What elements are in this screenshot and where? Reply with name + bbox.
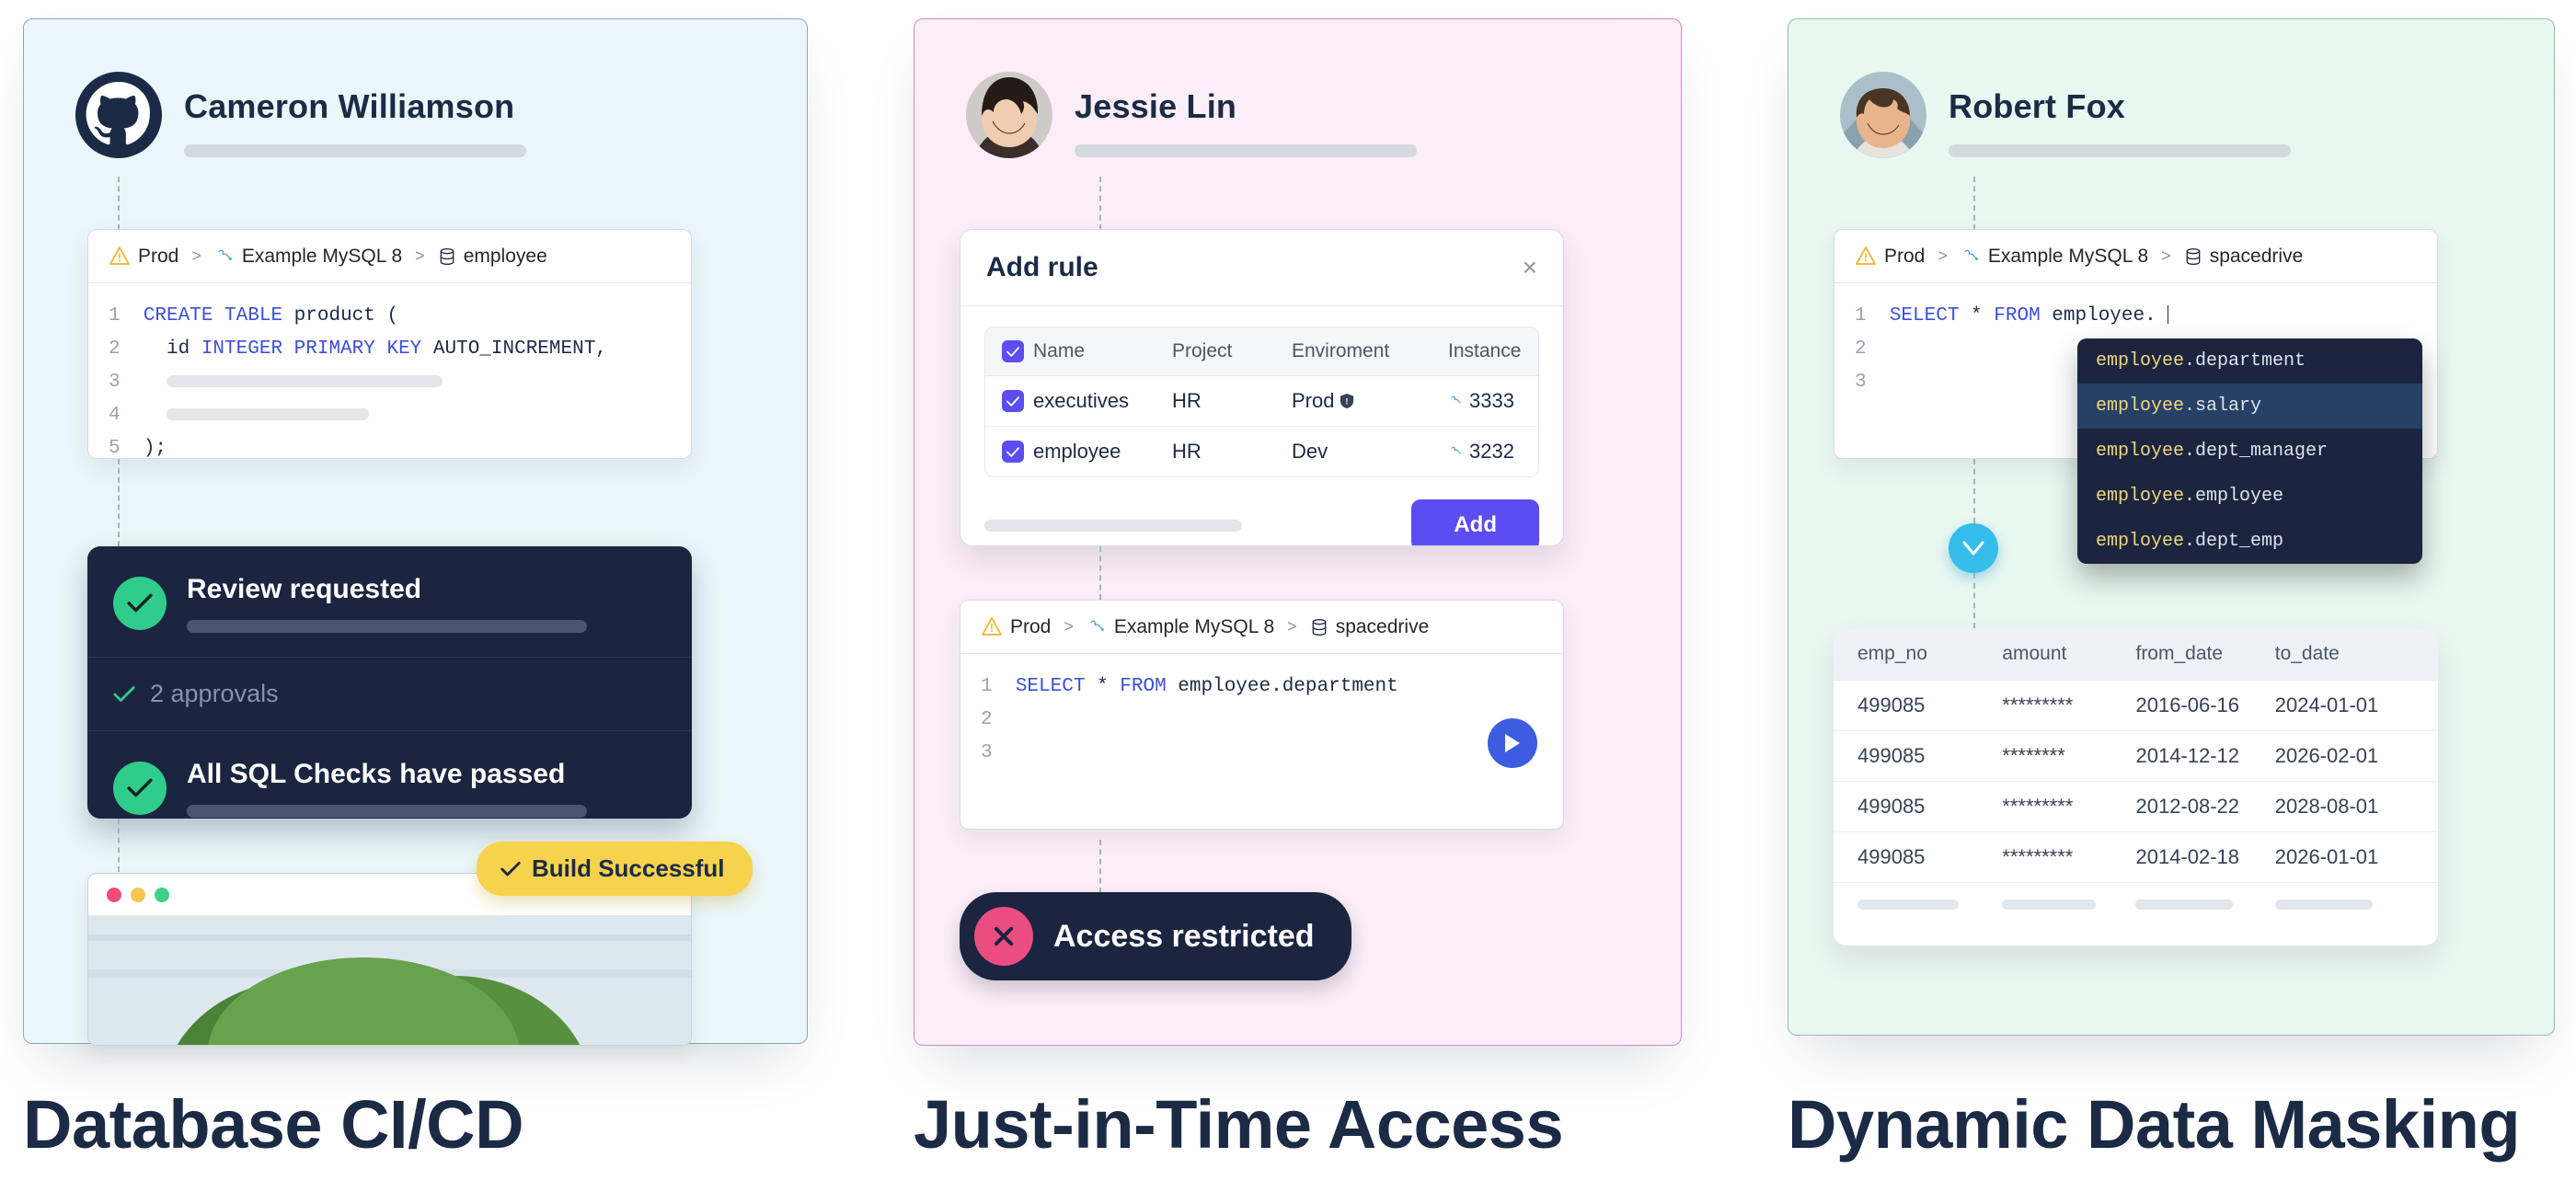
svg-text:!: ! bbox=[1346, 397, 1349, 407]
svg-text:!: ! bbox=[990, 622, 994, 635]
svg-text:!: ! bbox=[1864, 251, 1868, 264]
svg-text:!: ! bbox=[118, 251, 121, 264]
